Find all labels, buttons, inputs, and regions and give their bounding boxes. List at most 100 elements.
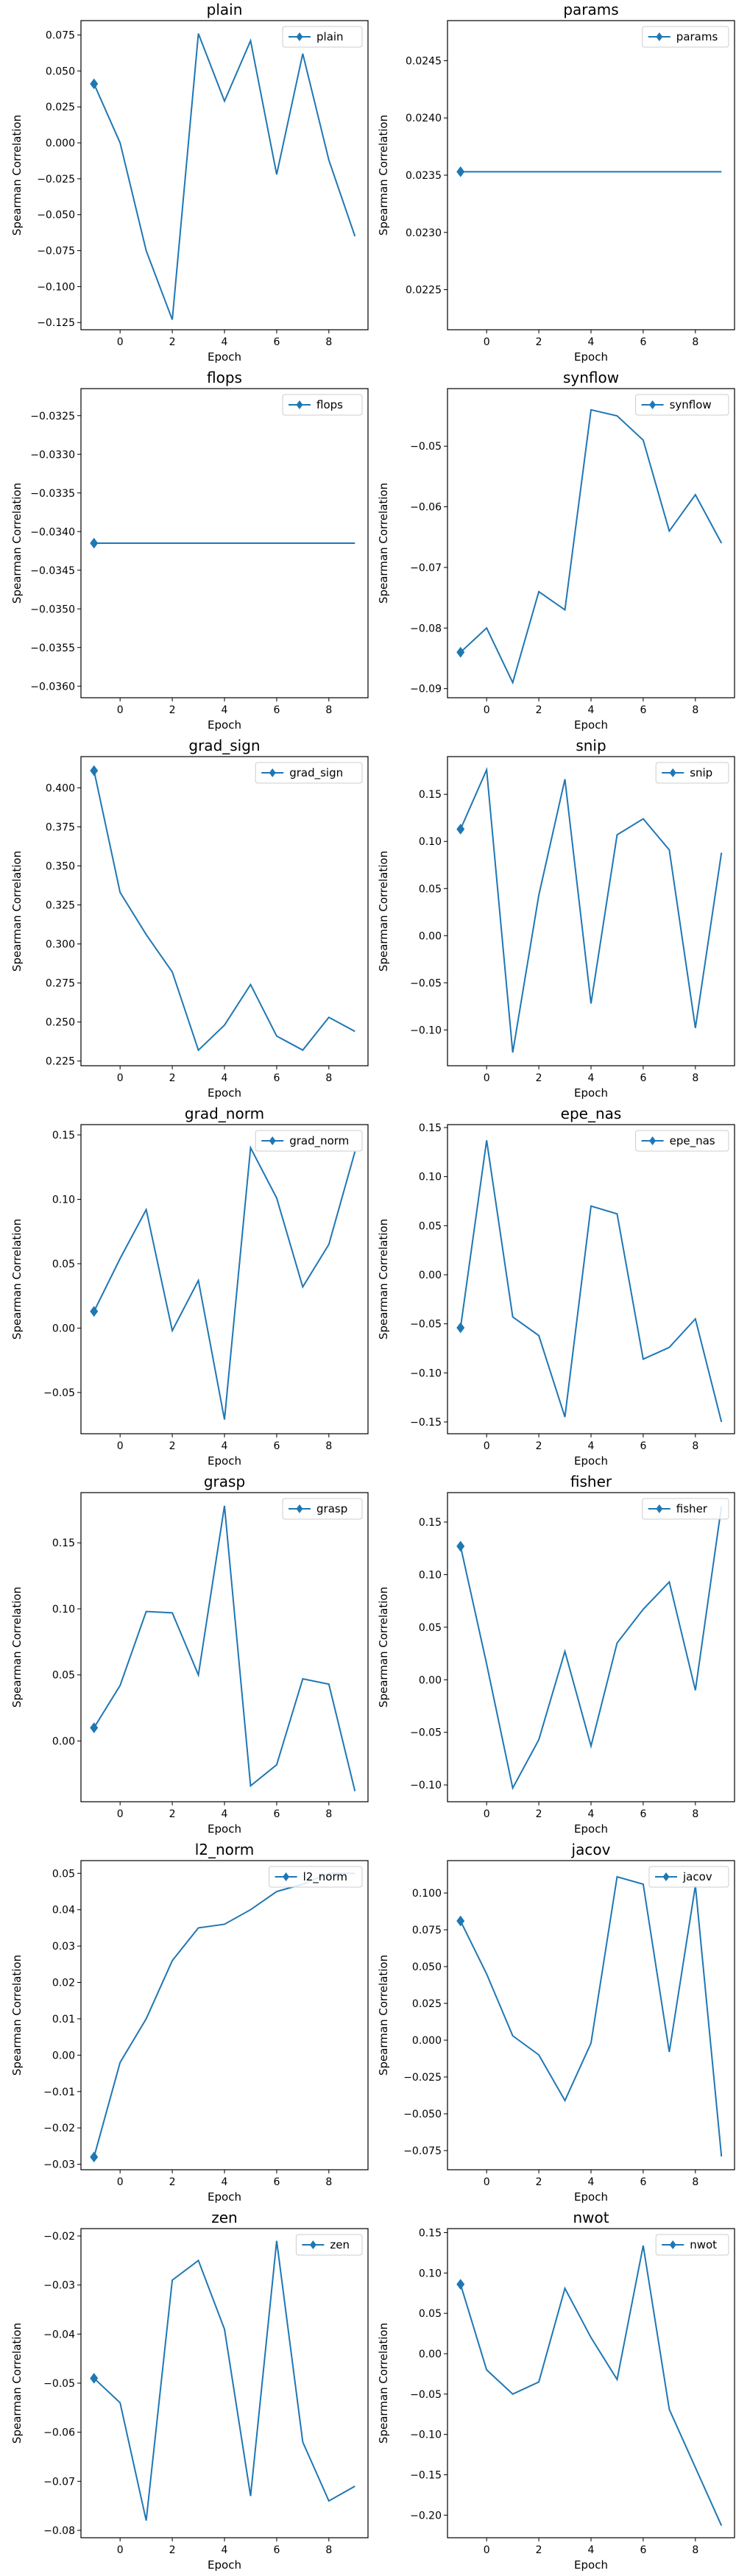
legend-marker-swatch bbox=[296, 400, 303, 409]
x-tick-label: 6 bbox=[640, 1808, 646, 1820]
y-tick-label: 0.400 bbox=[46, 782, 75, 794]
x-tick-label: 6 bbox=[640, 2176, 646, 2188]
y-tick-label: −0.06 bbox=[43, 2427, 75, 2439]
legend-marker-swatch bbox=[656, 32, 663, 41]
y-tick-label: 0.375 bbox=[46, 821, 75, 833]
x-tick-label: 2 bbox=[169, 1072, 176, 1084]
x-axis-label: Epoch bbox=[574, 1822, 608, 1836]
chart-title: nwot bbox=[573, 2209, 609, 2226]
x-tick-label: 6 bbox=[640, 2544, 646, 2556]
series-line-grad_sign bbox=[93, 770, 355, 1052]
legend-box bbox=[295, 2234, 363, 2256]
series-line-l2_norm bbox=[93, 1872, 355, 2157]
y-tick-label: −0.10 bbox=[410, 1780, 442, 1791]
legend-entry: fisher bbox=[676, 1502, 708, 1515]
y-tick-label: −0.0325 bbox=[30, 411, 75, 422]
y-tick-label: −0.02 bbox=[43, 2123, 75, 2134]
x-tick-label: 4 bbox=[222, 2176, 228, 2188]
y-tick-label: 0.025 bbox=[46, 102, 75, 113]
legend-entry: flops bbox=[316, 398, 343, 411]
y-tick-label: 0.10 bbox=[52, 1195, 75, 1206]
y-axis-label: Spearman Correlation bbox=[10, 851, 24, 972]
y-tick-label: −0.0335 bbox=[30, 488, 75, 500]
legend-entry: zen bbox=[330, 2238, 350, 2251]
x-tick-label: 6 bbox=[273, 336, 280, 348]
y-axis-label: Spearman Correlation bbox=[377, 1587, 390, 1708]
x-tick-label: 4 bbox=[222, 1440, 228, 1452]
y-tick-label: −0.05 bbox=[410, 441, 442, 453]
legend-box bbox=[642, 26, 729, 48]
x-tick-label: 6 bbox=[640, 704, 646, 716]
axes-frame bbox=[447, 756, 735, 1066]
y-tick-label: 0.10 bbox=[419, 1569, 442, 1581]
chart-title: snip bbox=[576, 737, 606, 754]
axes-frame bbox=[80, 756, 369, 1066]
y-tick-label: 0.00 bbox=[419, 1674, 442, 1686]
series-line-grasp bbox=[93, 1505, 356, 1791]
y-tick-label: −0.07 bbox=[410, 562, 442, 574]
y-tick-label: 0.050 bbox=[412, 1961, 442, 1973]
subplot-synflow: synflow 0 2 4 6 8 −0.05 −0.06 −0.07 −0.08 −0.09 Epo… bbox=[377, 369, 735, 732]
legend-marker-swatch bbox=[669, 2240, 676, 2249]
axes-frame bbox=[447, 388, 735, 698]
y-tick-label: 0.15 bbox=[52, 1130, 75, 1142]
y-tick-label: 0.0240 bbox=[406, 113, 442, 124]
x-tick-label: 8 bbox=[692, 1440, 698, 1452]
y-tick-label: 0.00 bbox=[419, 1270, 442, 1281]
x-tick-label: 2 bbox=[536, 1072, 542, 1084]
x-tick-label: 4 bbox=[222, 2544, 228, 2556]
x-axis-label: Epoch bbox=[208, 1822, 241, 1836]
x-tick-label: 8 bbox=[325, 704, 332, 716]
x-axis-label: Epoch bbox=[574, 350, 608, 364]
legend: grad_sign bbox=[255, 762, 363, 784]
y-tick-label: 0.10 bbox=[419, 836, 442, 848]
y-tick-label: 0.0225 bbox=[406, 285, 442, 297]
legend-box bbox=[648, 1866, 729, 1888]
subplot-flops: flops 0 2 4 6 8 −0.0325 −0.0330 −0.0335 −0.0340 −0… bbox=[10, 369, 369, 732]
x-tick-label: 0 bbox=[117, 2176, 124, 2188]
y-tick-label: −0.05 bbox=[410, 1727, 442, 1739]
x-tick-label: 8 bbox=[325, 336, 332, 348]
subplot-l2_norm: l2_norm 0 2 4 6 8 −0.03 −0.02 −0.01 0.00 0.01 0.02 0… bbox=[10, 1841, 369, 2204]
y-tick-label: −0.02 bbox=[43, 2231, 75, 2243]
x-tick-label: 6 bbox=[273, 1440, 280, 1452]
y-axis-label: Spearman Correlation bbox=[10, 1587, 24, 1708]
first-point-marker bbox=[456, 1322, 465, 1334]
x-axis-label: Epoch bbox=[208, 350, 241, 364]
x-tick-label: 2 bbox=[169, 1440, 176, 1452]
x-axis-label: Epoch bbox=[208, 2558, 241, 2572]
axes-frame bbox=[80, 1492, 369, 1802]
y-tick-label: −0.0330 bbox=[30, 449, 75, 461]
x-tick-label: 0 bbox=[484, 2176, 490, 2188]
legend: epe_nas bbox=[635, 1130, 729, 1152]
y-tick-label: 0.01 bbox=[52, 2014, 75, 2025]
y-axis-label: Spearman Correlation bbox=[10, 115, 24, 236]
subplot-jacov: jacov 0 2 4 6 8 −0.075 −0.050 −0.025 0.000 0.025 0.… bbox=[377, 1841, 735, 2204]
chart-title: zen bbox=[211, 2209, 237, 2226]
y-tick-label: 0.05 bbox=[52, 1868, 75, 1880]
legend-marker-swatch bbox=[649, 1136, 657, 1145]
first-point-marker bbox=[90, 1722, 99, 1733]
legend-entry: synflow bbox=[670, 398, 712, 411]
y-tick-label: −0.050 bbox=[403, 2109, 442, 2120]
first-point-marker bbox=[90, 78, 99, 90]
series-line-nwot bbox=[459, 2245, 723, 2526]
y-tick-label: −0.15 bbox=[410, 2469, 442, 2481]
subplot-grad_norm: grad_norm 0 2 4 6 8 −0.05 0.00 0.05 0.10 0.15 Epoch… bbox=[10, 1105, 369, 1468]
x-tick-label: 8 bbox=[692, 2176, 698, 2188]
x-tick-label: 4 bbox=[222, 336, 228, 348]
y-tick-label: 0.15 bbox=[52, 1538, 75, 1549]
y-tick-label: −0.0350 bbox=[30, 604, 75, 615]
x-tick-label: 2 bbox=[536, 2544, 542, 2556]
y-tick-label: −0.10 bbox=[410, 2430, 442, 2441]
x-tick-label: 6 bbox=[273, 704, 280, 716]
x-tick-label: 8 bbox=[325, 1808, 332, 1820]
axes-frame bbox=[447, 2228, 735, 2538]
first-point-marker bbox=[456, 2279, 465, 2290]
x-tick-label: 8 bbox=[692, 1072, 698, 1084]
subplot-nwot: nwot 0 2 4 6 8 −0.20 −0.15 −0.10 −0.05 0.00 0.05 0.1… bbox=[377, 2209, 735, 2572]
y-axis-label: Spearman Correlation bbox=[377, 1219, 390, 1340]
x-tick-label: 8 bbox=[692, 1808, 698, 1820]
x-tick-label: 2 bbox=[169, 704, 176, 716]
